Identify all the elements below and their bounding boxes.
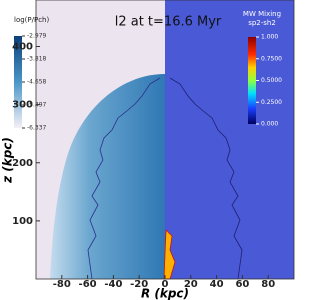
colorbar-tick-label: 0.000: [261, 121, 278, 128]
bubble: [50, 74, 165, 279]
x-tick-label: 80: [261, 279, 275, 290]
y-tick-label: 200: [12, 158, 33, 169]
colorbar-tick-label: -3.818: [27, 55, 47, 62]
x-tick-label: -60: [79, 279, 97, 290]
x-tick-label: 60: [235, 279, 249, 290]
colorbar-right-title: MW Mixing: [243, 10, 281, 18]
x-tick-label: 20: [184, 279, 198, 290]
colorbar-tick-label: -4.658: [27, 79, 47, 86]
y-tick-label: 100: [12, 216, 33, 227]
figure: log(P/Pch) MW Mixing sp2-sh2 l2 at t=16.…: [1, 0, 295, 300]
colorbar-tick-label: 0.7500: [261, 55, 282, 62]
colorbar-right-title: sp2-sh2: [248, 19, 276, 27]
x-tick-label: 40: [210, 279, 224, 290]
colorbar-tick-label: 0.2500: [261, 99, 282, 106]
colorbar-left-title: log(P/Pch): [14, 16, 49, 24]
title: l2 at t=16.6 Myr: [115, 15, 222, 30]
y-axis-label: z (kpc): [1, 137, 15, 184]
x-axis-label: R (kpc): [141, 287, 189, 300]
x-tick-label: -40: [104, 279, 122, 290]
colorbar-right: [248, 37, 256, 124]
mixing-background: [165, 0, 294, 279]
colorbar-tick-label: 0.5000: [261, 77, 282, 84]
x-tick-label: -20: [130, 279, 148, 290]
contour: [169, 77, 243, 280]
colorbar-left: [14, 36, 22, 128]
colorbar-tick-label: -2.979: [27, 33, 47, 40]
colorbar-tick-label: 1.000: [261, 34, 278, 41]
y-tick-label: 400: [12, 42, 33, 53]
x-tick-label: 0: [162, 279, 169, 290]
contour: [87, 77, 161, 280]
x-tick-label: -80: [53, 279, 71, 290]
colorbar-tick-label: -6.337: [27, 125, 47, 132]
colorbar-tick-label: -5.497: [27, 101, 47, 108]
